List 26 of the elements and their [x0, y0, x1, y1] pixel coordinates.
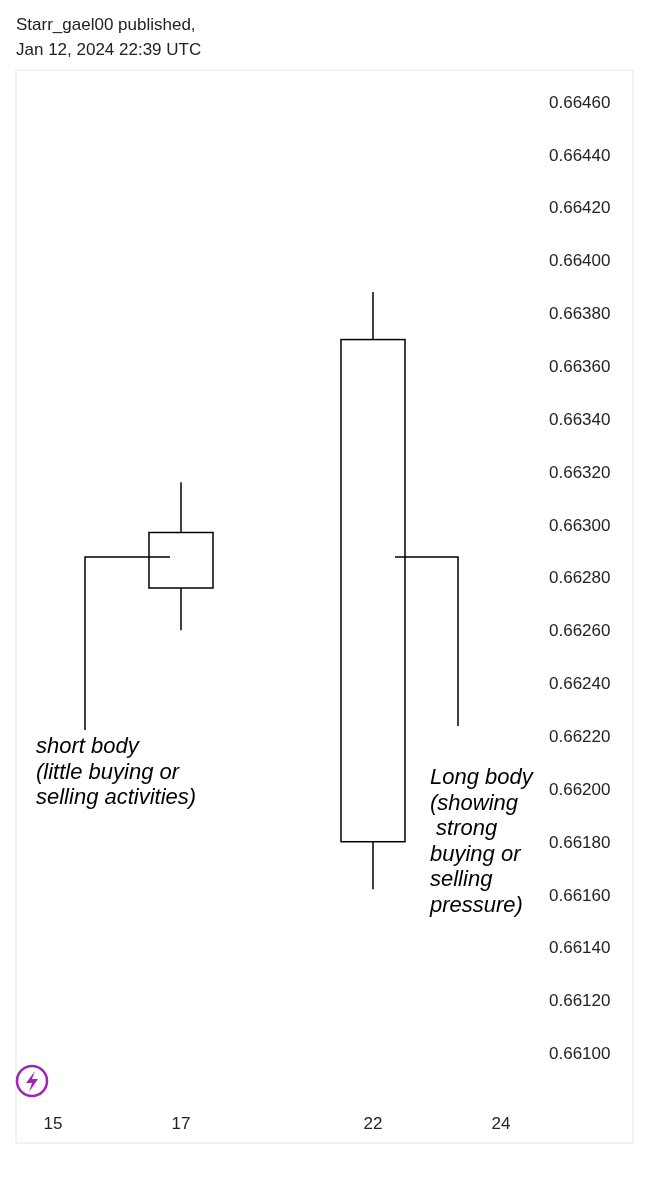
y-tick-label: 0.66280 [549, 568, 611, 588]
y-tick-label: 0.66180 [549, 832, 611, 852]
y-tick-label: 0.66200 [549, 779, 611, 799]
y-tick-label: 0.66220 [549, 726, 611, 746]
y-tick-label: 0.66320 [549, 462, 611, 482]
y-tick-label: 0.66360 [549, 356, 611, 376]
text: Starr_gael00 published, Jan 12, 2024 22:39 UTC [16, 15, 202, 59]
y-tick-label: 0.66460 [549, 92, 611, 112]
y-tick-label: 0.66440 [549, 145, 611, 165]
y-tick-label: 0.66380 [549, 304, 611, 324]
x-tick-label: 17 [171, 1114, 191, 1133]
y-tick-label: 0.66260 [549, 621, 611, 641]
y-tick-label: 0.66420 [549, 198, 611, 218]
y-tick-label: 0.66340 [549, 409, 611, 429]
y-tick-label: 0.66160 [549, 885, 611, 905]
annotation: short body (little buying or selling activities) [36, 733, 197, 809]
y-tick-label: 0.66120 [549, 991, 611, 1011]
y-tick-label: 0.66140 [549, 938, 611, 958]
x-tick-label: 24 [491, 1114, 511, 1133]
y-tick-label: 0.66100 [549, 1044, 611, 1064]
y-tick-label: 0.66240 [549, 674, 611, 694]
y-tick-label: 0.66400 [549, 251, 611, 271]
annotation: Long body (showing strong buying or selling pressure) [429, 764, 535, 917]
x-tick-label: 15 [43, 1114, 63, 1133]
y-tick-label: 0.66300 [549, 515, 611, 535]
x-tick-label: 22 [363, 1114, 383, 1133]
